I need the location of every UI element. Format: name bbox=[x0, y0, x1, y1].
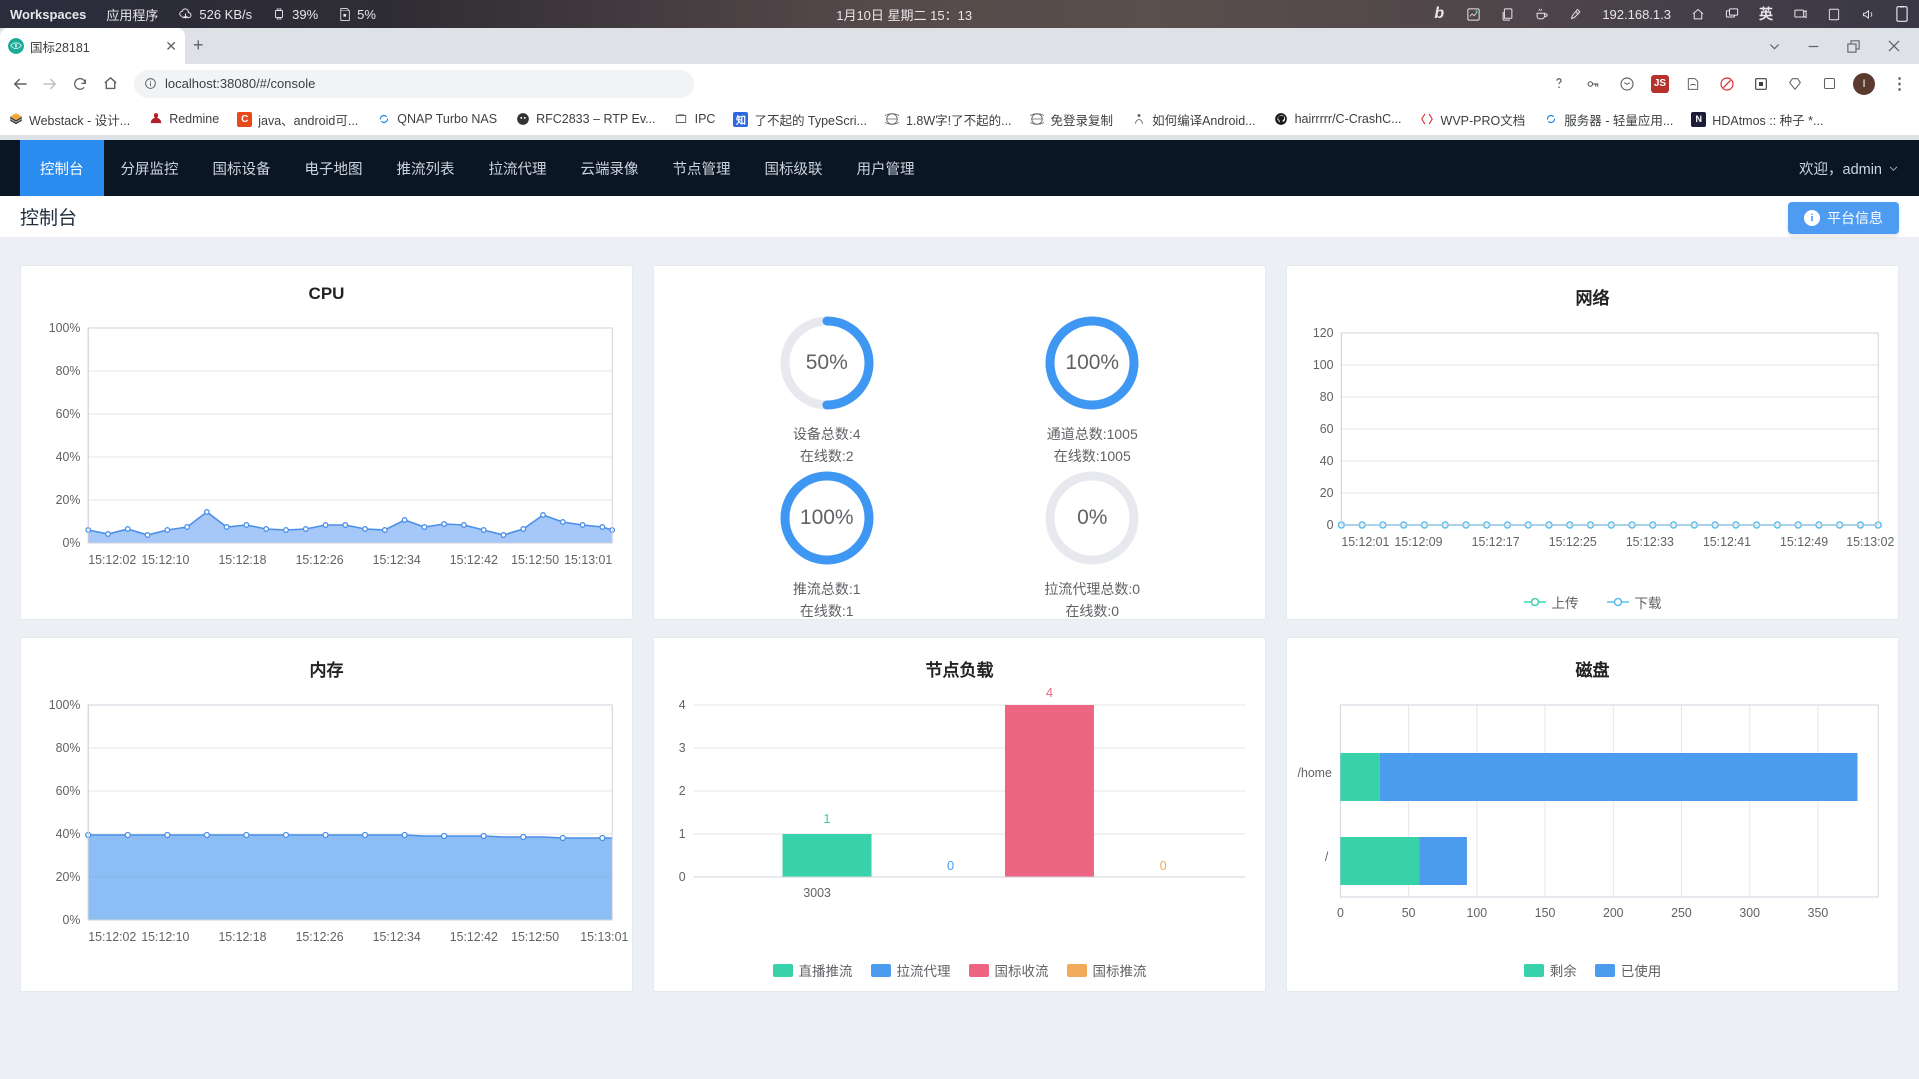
svg-text:40: 40 bbox=[1320, 454, 1334, 468]
svg-text:60: 60 bbox=[1320, 422, 1334, 436]
svg-text:150: 150 bbox=[1535, 906, 1556, 920]
svg-text:300: 300 bbox=[1739, 906, 1760, 920]
svg-text:4: 4 bbox=[679, 698, 686, 712]
svg-text:20: 20 bbox=[1320, 486, 1334, 500]
svg-text:1: 1 bbox=[823, 811, 830, 826]
svg-text:15:12:17: 15:12:17 bbox=[1472, 535, 1520, 549]
svg-text:15:12:49: 15:12:49 bbox=[1780, 535, 1828, 549]
svg-text:120: 120 bbox=[1313, 326, 1334, 340]
svg-text:3003: 3003 bbox=[803, 886, 831, 900]
svg-text:200: 200 bbox=[1603, 906, 1624, 920]
svg-text:100%: 100% bbox=[49, 321, 81, 335]
svg-text:350: 350 bbox=[1808, 906, 1829, 920]
svg-text:15:12:10: 15:12:10 bbox=[141, 930, 189, 944]
svg-text:15:12:34: 15:12:34 bbox=[373, 930, 421, 944]
svg-text:1: 1 bbox=[679, 827, 686, 841]
svg-text:40%: 40% bbox=[56, 450, 81, 464]
svg-text:15:12:26: 15:12:26 bbox=[296, 553, 344, 567]
svg-text:100: 100 bbox=[1467, 906, 1488, 920]
svg-text:15:12:18: 15:12:18 bbox=[218, 553, 266, 567]
svg-text:15:12:50: 15:12:50 bbox=[511, 930, 559, 944]
svg-text:15:12:26: 15:12:26 bbox=[296, 930, 344, 944]
svg-text:0%: 0% bbox=[62, 536, 80, 550]
svg-text:4: 4 bbox=[1046, 685, 1053, 700]
svg-text:250: 250 bbox=[1671, 906, 1692, 920]
svg-text:15:12:01: 15:12:01 bbox=[1341, 535, 1389, 549]
svg-text:0: 0 bbox=[1337, 906, 1344, 920]
svg-text:100%: 100% bbox=[49, 698, 81, 712]
svg-text:100: 100 bbox=[1313, 358, 1334, 372]
svg-text:/home: /home bbox=[1298, 766, 1332, 780]
svg-text:0: 0 bbox=[1160, 858, 1167, 873]
svg-text:15:12:42: 15:12:42 bbox=[450, 930, 498, 944]
svg-text:20%: 20% bbox=[56, 870, 81, 884]
svg-text:80%: 80% bbox=[56, 364, 81, 378]
svg-text:60%: 60% bbox=[56, 784, 81, 798]
svg-text:2: 2 bbox=[679, 784, 686, 798]
svg-text:15:13:02: 15:13:02 bbox=[1846, 535, 1894, 549]
svg-text:0: 0 bbox=[1327, 518, 1334, 532]
svg-text:15:12:42: 15:12:42 bbox=[450, 553, 498, 567]
svg-text:60%: 60% bbox=[56, 407, 81, 421]
svg-text:15:12:25: 15:12:25 bbox=[1549, 535, 1597, 549]
svg-text:0: 0 bbox=[947, 858, 954, 873]
svg-text:15:12:02: 15:12:02 bbox=[88, 553, 136, 567]
svg-text:0: 0 bbox=[679, 870, 686, 884]
svg-text:15:12:34: 15:12:34 bbox=[373, 553, 421, 567]
svg-text:15:13:01: 15:13:01 bbox=[580, 930, 628, 944]
svg-text:80%: 80% bbox=[56, 741, 81, 755]
svg-text:40%: 40% bbox=[56, 827, 81, 841]
svg-text:50: 50 bbox=[1402, 906, 1416, 920]
svg-text:15:12:02: 15:12:02 bbox=[88, 930, 136, 944]
svg-text:15:12:09: 15:12:09 bbox=[1394, 535, 1442, 549]
svg-text:15:12:10: 15:12:10 bbox=[141, 553, 189, 567]
svg-text:15:13:01: 15:13:01 bbox=[564, 553, 612, 567]
svg-text:15:12:41: 15:12:41 bbox=[1703, 535, 1751, 549]
svg-text:15:12:18: 15:12:18 bbox=[218, 930, 266, 944]
svg-text:3: 3 bbox=[679, 741, 686, 755]
svg-text:80: 80 bbox=[1320, 390, 1334, 404]
svg-text:15:12:33: 15:12:33 bbox=[1626, 535, 1674, 549]
svg-text:20%: 20% bbox=[56, 493, 81, 507]
svg-text:15:12:50: 15:12:50 bbox=[511, 553, 559, 567]
svg-text:/: / bbox=[1325, 850, 1329, 864]
svg-text:0%: 0% bbox=[62, 913, 80, 927]
